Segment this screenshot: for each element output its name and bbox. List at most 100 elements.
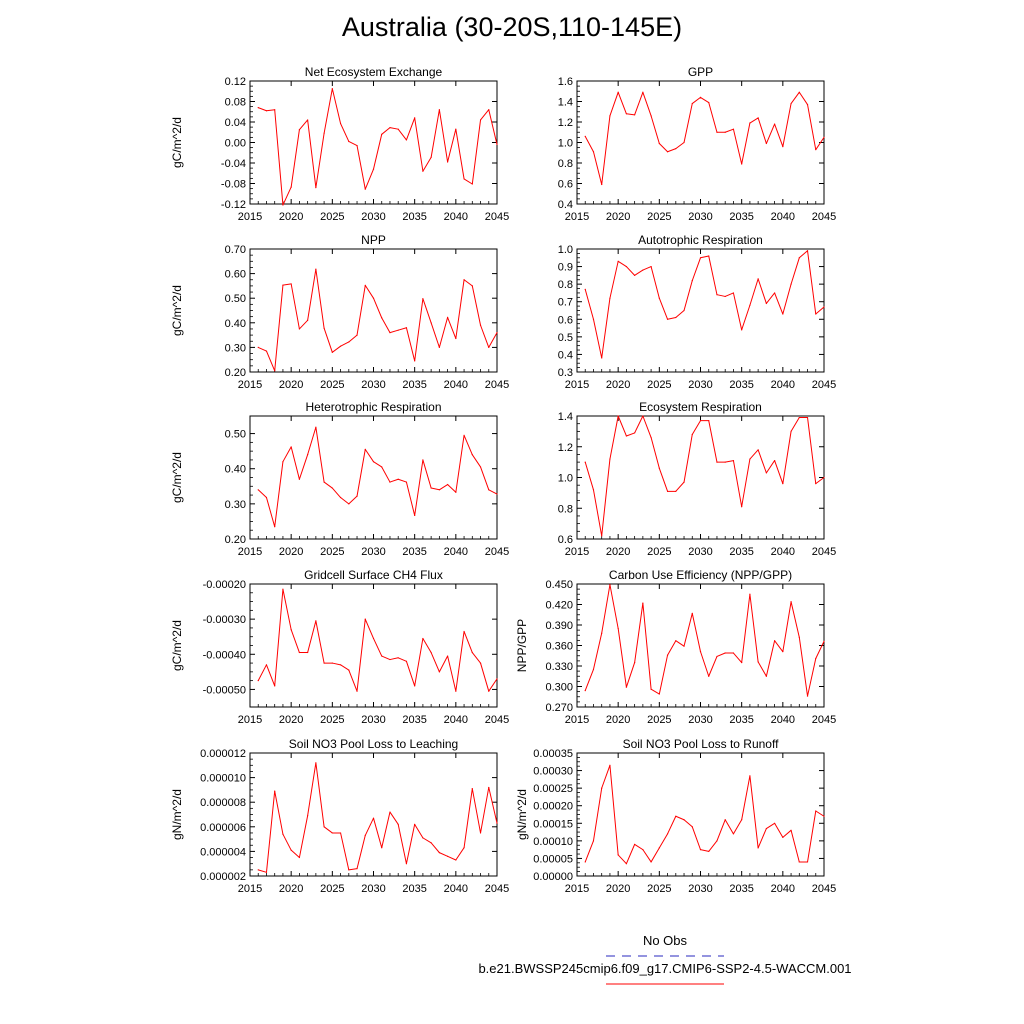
chart-10-series-line: [584, 764, 825, 865]
chart-7-data-point: [290, 629, 292, 631]
chart-10-data-point: [757, 847, 759, 849]
chart-6-data-point: [617, 415, 619, 417]
chart-3-data-point: [422, 298, 424, 300]
chart-5-data-point: [397, 478, 399, 480]
chart-5-data-point: [364, 448, 366, 450]
chart-6-data-point: [658, 467, 660, 469]
chart-4-data-point: [741, 329, 743, 331]
chart-7-data-point: [422, 637, 424, 640]
chart-9-data-point: [397, 823, 399, 825]
chart-7-data-point: [298, 651, 300, 654]
chart-10-data-point: [782, 836, 784, 838]
chart-6-data-point: [601, 535, 603, 537]
chart-6-x-tick-label: 2025: [647, 546, 671, 558]
chart-3-data-point: [364, 284, 366, 287]
chart-8-carbon-use-efficiency-npp-gpp: Carbon Use Efficiency (NPP/GPP) NPP/GPP 0.…: [515, 568, 836, 726]
chart-9-data-point: [331, 832, 333, 834]
chart-10-data-point: [774, 822, 776, 824]
chart-9-data-point: [389, 811, 391, 813]
chart-2-x-tick-label: 2040: [771, 211, 795, 223]
chart-6-data-point: [625, 435, 628, 437]
chart-9-x-tick-label: 2020: [279, 883, 303, 895]
chart-3-data-point: [348, 341, 350, 343]
chart-7-x-tick-label: 2030: [361, 714, 385, 726]
chart-1-data-point: [257, 107, 259, 109]
chart-5-heterotrophic-respiration: Heterotrophic Respiration gC/m^2/d 0.20 0.3…: [170, 400, 509, 558]
chart-3-data-point: [405, 327, 408, 329]
chart-6-x-tick-label: 2045: [812, 546, 836, 558]
chart-1-data-point: [430, 156, 432, 158]
chart-1-y-tick-label: 0.00: [225, 138, 246, 150]
chart-4-data-point: [716, 294, 718, 296]
chart-1-data-point: [422, 170, 424, 172]
chart-8-data-point: [683, 645, 685, 647]
chart-10-data-point: [741, 819, 743, 821]
chart-3-y-tick-label: 0.40: [225, 318, 246, 330]
chart-10-y-axis-label: gN/m^2/d: [515, 789, 529, 840]
chart-2-data-point: [642, 91, 644, 93]
chart-4-data-point: [691, 280, 693, 282]
chart-10-data-point: [798, 861, 800, 863]
chart-5-y-axis-label: gC/m^2/d: [170, 452, 184, 503]
chart-5-y-tick-label: 0.40: [225, 464, 246, 476]
chart-6-series-line: [584, 415, 825, 537]
chart-7-data-point: [438, 671, 440, 673]
chart-10-y-tick-label: 0.00020: [533, 801, 573, 813]
chart-5-data-point: [323, 481, 325, 483]
chart-9-data-point: [348, 869, 350, 871]
chart-10-y-tick-label: 0.00015: [533, 818, 573, 830]
chart-4-x-tick-label: 2045: [812, 379, 836, 391]
chart-6-x-tick-label: 2015: [565, 546, 589, 558]
chart-9-y-axis-label: gN/m^2/d: [170, 789, 184, 840]
chart-5-data-point: [339, 496, 342, 499]
chart-1-data-point: [282, 204, 284, 206]
chart-10-data-point: [642, 849, 644, 851]
chart-9-data-point: [372, 817, 375, 819]
legend-obs-label: No Obs: [643, 933, 688, 948]
chart-10-data-point: [815, 810, 817, 812]
chart-1-data-point: [414, 117, 416, 119]
figure-title: Australia (30-20S,110-145E): [341, 12, 683, 42]
chart-4-y-tick-label: 0.7: [558, 297, 573, 309]
chart-3-data-point: [389, 332, 391, 334]
chart-1-series-line: [258, 88, 498, 206]
chart-6-data-point: [732, 459, 735, 462]
chart-2-data-point: [798, 91, 800, 93]
chart-10-data-point: [634, 843, 636, 845]
chart-8-data-point: [765, 675, 767, 677]
chart-4-x-tick-label: 2030: [688, 379, 712, 391]
chart-9-y-tick-label: 0.000006: [200, 822, 246, 834]
chart-2-x-tick-label: 2015: [565, 211, 589, 223]
chart-4-data-point: [609, 297, 611, 299]
chart-10-x-tick-label: 2025: [647, 883, 671, 895]
chart-2-x-tick-label: 2020: [606, 211, 630, 223]
chart-6-x-tick-label: 2040: [771, 546, 795, 558]
chart-7-y-tick-label: -0.00030: [203, 614, 246, 626]
chart-8-x-tick-label: 2030: [688, 714, 712, 726]
chart-4-y-tick-label: 0.5: [558, 332, 573, 344]
chart-4-data-point: [675, 316, 677, 319]
chart-2-x-tick-label: 2035: [729, 211, 753, 223]
chart-4-data-point: [774, 292, 776, 294]
chart-9-data-point: [455, 859, 457, 861]
chart-3-series-line: [258, 268, 498, 372]
chart-2-data-point: [650, 115, 652, 117]
chart-8-y-tick-label: 0.450: [545, 579, 573, 591]
chart-8-x-tick-label: 2040: [771, 714, 795, 726]
chart-9-series-line: [258, 762, 498, 873]
chart-9-data-point: [422, 837, 424, 839]
chart-1-data-point: [381, 133, 383, 135]
chart-3-data-point: [257, 346, 259, 348]
chart-8-data-point: [666, 654, 669, 656]
chart-3-x-tick-label: 2020: [279, 379, 303, 391]
chart-2-data-point: [806, 103, 809, 106]
chart-4-data-point: [798, 257, 800, 259]
chart-4-data-point: [592, 318, 595, 320]
chart-9-data-point: [282, 833, 284, 835]
chart-7-y-tick-label: -0.00040: [203, 649, 246, 661]
chart-3-data-point: [471, 285, 473, 287]
chart-7-data-point: [479, 662, 482, 664]
chart-5-data-point: [447, 483, 449, 486]
chart-4-data-point: [658, 297, 660, 299]
